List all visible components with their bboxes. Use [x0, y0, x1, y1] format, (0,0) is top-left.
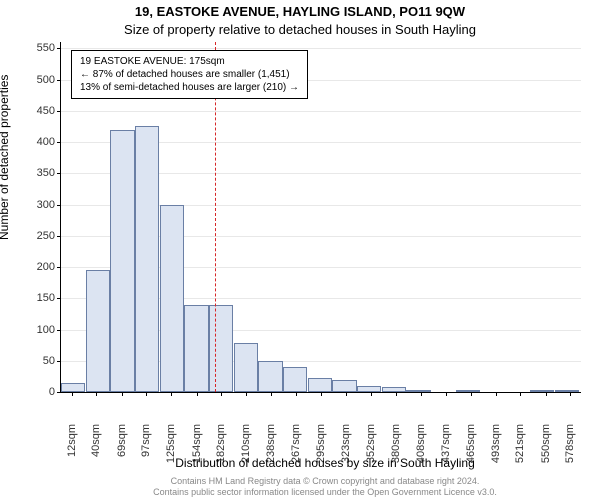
x-axis-label: Distribution of detached houses by size … — [60, 456, 590, 470]
x-tick-mark — [197, 392, 198, 396]
x-tick-mark — [421, 392, 422, 396]
x-tick-label: 40sqm — [90, 424, 102, 457]
x-tick-mark — [72, 392, 73, 396]
histogram-bar — [382, 387, 406, 392]
histogram-bar — [110, 130, 134, 393]
x-tick-mark — [546, 392, 547, 396]
histogram-bar — [135, 126, 159, 392]
x-tick-label: 69sqm — [116, 424, 128, 457]
histogram-bar — [234, 343, 258, 392]
x-tick-mark — [146, 392, 147, 396]
y-tick-label: 400 — [37, 136, 55, 148]
y-tick-mark — [57, 392, 61, 393]
x-tick-mark — [221, 392, 222, 396]
annotation-line: 19 EASTOKE AVENUE: 175sqm — [80, 55, 299, 68]
chart-container: 19, EASTOKE AVENUE, HAYLING ISLAND, PO11… — [0, 0, 600, 500]
footer-line: Contains HM Land Registry data © Crown c… — [60, 476, 590, 487]
x-tick-mark — [122, 392, 123, 396]
y-tick-label: 50 — [43, 355, 55, 367]
x-tick-mark — [396, 392, 397, 396]
x-tick-mark — [371, 392, 372, 396]
page-title: 19, EASTOKE AVENUE, HAYLING ISLAND, PO11… — [0, 4, 600, 19]
y-tick-mark — [57, 236, 61, 237]
x-tick-mark — [570, 392, 571, 396]
grid-line — [61, 111, 581, 112]
y-tick-mark — [57, 111, 61, 112]
annotation-line: ← 87% of detached houses are smaller (1,… — [80, 68, 299, 81]
histogram-bar — [357, 386, 381, 392]
x-tick-mark — [171, 392, 172, 396]
x-tick-mark — [246, 392, 247, 396]
x-tick-mark — [96, 392, 97, 396]
histogram-bar — [555, 390, 579, 392]
y-tick-label: 100 — [37, 324, 55, 336]
x-tick-mark — [346, 392, 347, 396]
y-tick-mark — [57, 330, 61, 331]
y-tick-label: 0 — [49, 386, 55, 398]
y-tick-label: 450 — [37, 105, 55, 117]
chart-subtitle: Size of property relative to detached ho… — [0, 22, 600, 37]
x-tick-mark — [296, 392, 297, 396]
y-tick-label: 500 — [37, 74, 55, 86]
y-tick-mark — [57, 267, 61, 268]
y-tick-label: 300 — [37, 199, 55, 211]
plot-area: 19 EASTOKE AVENUE: 175sqm ← 87% of detac… — [60, 42, 581, 393]
histogram-bar — [184, 305, 208, 393]
x-tick-mark — [271, 392, 272, 396]
y-tick-mark — [57, 48, 61, 49]
footer-line: Contains public sector information licen… — [60, 487, 590, 498]
y-tick-mark — [57, 173, 61, 174]
histogram-bar — [61, 383, 85, 392]
x-tick-mark — [446, 392, 447, 396]
y-tick-label: 350 — [37, 167, 55, 179]
histogram-bar — [283, 367, 307, 392]
histogram-bar — [258, 361, 282, 392]
histogram-bar — [308, 378, 332, 392]
x-tick-mark — [520, 392, 521, 396]
x-tick-label: 97sqm — [140, 424, 152, 457]
histogram-bar — [406, 390, 430, 392]
y-tick-mark — [57, 142, 61, 143]
histogram-bar — [456, 390, 480, 392]
histogram-bar — [160, 205, 184, 393]
x-tick-label: 12sqm — [66, 424, 78, 457]
y-tick-mark — [57, 298, 61, 299]
y-tick-label: 150 — [37, 292, 55, 304]
histogram-bar — [86, 270, 110, 392]
histogram-bar — [209, 305, 233, 393]
annotation-box: 19 EASTOKE AVENUE: 175sqm ← 87% of detac… — [71, 50, 308, 99]
y-tick-mark — [57, 80, 61, 81]
x-tick-mark — [471, 392, 472, 396]
histogram-bar — [332, 380, 356, 393]
y-tick-label: 200 — [37, 261, 55, 273]
x-tick-mark — [321, 392, 322, 396]
annotation-line: 13% of semi-detached houses are larger (… — [80, 81, 299, 94]
y-tick-label: 250 — [37, 230, 55, 242]
footer-attribution: Contains HM Land Registry data © Crown c… — [60, 476, 590, 498]
y-tick-label: 550 — [37, 42, 55, 54]
histogram-bar — [530, 390, 554, 392]
y-tick-mark — [57, 205, 61, 206]
y-axis-label: Number of detached properties — [0, 75, 11, 240]
y-tick-mark — [57, 361, 61, 362]
x-tick-mark — [496, 392, 497, 396]
